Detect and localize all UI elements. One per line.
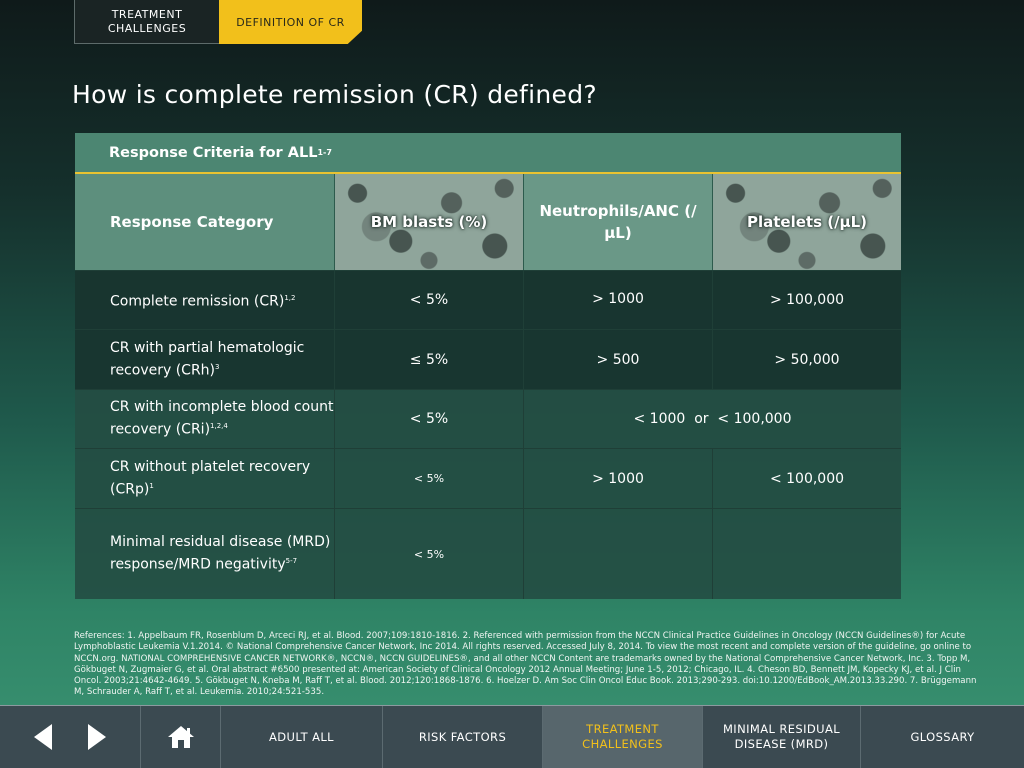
row-category-text: CR with incomplete blood count recovery … xyxy=(110,399,334,438)
row-category-text: Complete remission (CR) xyxy=(110,293,285,310)
nav-arrows xyxy=(0,706,140,768)
row-category-sup: 3 xyxy=(215,362,220,371)
table-title: Response Criteria for ALL 1-7 xyxy=(75,133,901,174)
home-button[interactable] xyxy=(140,706,220,768)
col-header-platelets: Platelets (/µL) xyxy=(713,174,901,270)
row-category: CR with incomplete blood count recovery … xyxy=(75,390,335,448)
home-icon xyxy=(167,726,194,748)
row-bm-blasts: < 5% xyxy=(335,449,524,508)
row-category-sup: 1,2,4 xyxy=(210,422,228,431)
table-row: Complete remission (CR)1,2 < 5% > 1000 >… xyxy=(75,270,901,329)
row-bm-blasts: ≤ 5% xyxy=(335,330,524,389)
row-category-text: CR without platelet recovery (CRp) xyxy=(110,458,311,498)
nav-risk-factors[interactable]: RISK FACTORS xyxy=(382,706,542,768)
table-row: CR with partial hematologic recovery (CR… xyxy=(75,329,901,389)
row-platelets: < 100,000 xyxy=(713,449,901,508)
col-header-bm-blasts: BM blasts (%) xyxy=(335,174,524,270)
row-category-sup: 1 xyxy=(149,481,154,490)
col-header-platelets-label: Platelets (/µL) xyxy=(746,213,868,231)
row-category-sup: 5-7 xyxy=(285,557,298,566)
row-platelets: > 50,000 xyxy=(713,330,901,389)
tab-definition-of-cr[interactable]: DEFINITION OF CR xyxy=(219,0,362,44)
row-category-text: Minimal residual disease (MRD) response/… xyxy=(110,534,331,573)
references: References: 1. Appelbaum FR, Rosenblum D… xyxy=(74,631,977,698)
nav-minimal-residual-disease[interactable]: MINIMAL RESIDUAL DISEASE (MRD) xyxy=(702,706,860,768)
row-neutrophils: > 500 xyxy=(524,330,713,389)
row-platelets xyxy=(713,509,901,599)
column-headers: Response Category BM blasts (%) Neutroph… xyxy=(75,174,901,270)
table-row: CR without platelet recovery (CRp)1 < 5%… xyxy=(75,448,901,508)
table-row: Minimal residual disease (MRD) response/… xyxy=(75,508,901,599)
row-category: Complete remission (CR)1,2 xyxy=(75,271,335,329)
nav-glossary[interactable]: GLOSSARY xyxy=(860,706,1024,768)
row-combined-counts: < 1000 or < 100,000 xyxy=(524,390,901,448)
row-category-text: CR with partial hematologic recovery (CR… xyxy=(110,339,305,379)
row-bm-blasts: < 5% xyxy=(335,390,524,448)
tab-treatment-challenges[interactable]: TREATMENT CHALLENGES xyxy=(74,0,220,44)
right-arrow-icon[interactable] xyxy=(88,724,106,750)
col-header-bm-label: BM blasts (%) xyxy=(370,213,488,231)
row-category: CR without platelet recovery (CRp)1 xyxy=(75,449,335,508)
row-neutrophils: > 1000 xyxy=(524,449,713,508)
response-criteria-table: Response Criteria for ALL 1-7 Response Ca… xyxy=(75,133,901,599)
row-category: Minimal residual disease (MRD) response/… xyxy=(75,509,335,599)
row-neutrophils: > 1000 xyxy=(524,271,713,329)
top-tabs: TREATMENT CHALLENGES DEFINITION OF CR xyxy=(74,0,362,44)
page-title: How is complete remission (CR) defined? xyxy=(72,80,597,109)
nav-treatment-challenges[interactable]: TREATMENT CHALLENGES xyxy=(542,706,702,768)
col-header-neutrophils-label: Neutrophils/ANC (/µL) xyxy=(539,202,697,242)
bottom-nav: ADULT ALL RISK FACTORS TREATMENT CHALLEN… xyxy=(0,705,1024,768)
row-category-sup: 1,2 xyxy=(284,293,296,302)
row-bm-blasts: < 5% xyxy=(335,509,524,599)
col-header-category: Response Category xyxy=(75,174,335,270)
nav-adult-all[interactable]: ADULT ALL xyxy=(220,706,382,768)
col-header-neutrophils: Neutrophils/ANC (/µL) xyxy=(524,174,713,270)
row-neutrophils xyxy=(524,509,713,599)
row-bm-blasts: < 5% xyxy=(335,271,524,329)
row-category: CR with partial hematologic recovery (CR… xyxy=(75,330,335,389)
table-row: CR with incomplete blood count recovery … xyxy=(75,389,901,448)
table-title-text: Response Criteria for ALL xyxy=(109,144,318,161)
left-arrow-icon[interactable] xyxy=(34,724,52,750)
row-platelets: > 100,000 xyxy=(713,271,901,329)
table-title-sup: 1-7 xyxy=(317,148,332,157)
